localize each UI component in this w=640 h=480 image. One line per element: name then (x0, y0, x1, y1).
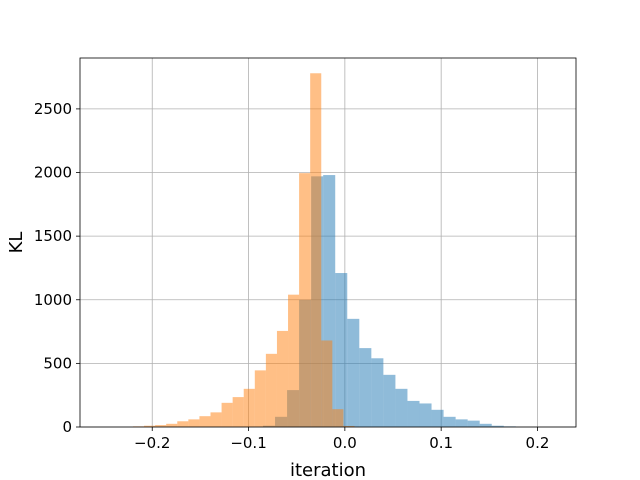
histogram-bar (310, 73, 322, 427)
histogram-bar (144, 425, 156, 427)
x-tick-label: 0.0 (333, 434, 357, 452)
y-axis-label: KL (6, 232, 27, 254)
histogram-bar (177, 421, 189, 427)
histogram-bar (299, 173, 311, 427)
grid-lines (80, 58, 576, 428)
histogram-bar (210, 412, 222, 427)
histogram-bar (243, 388, 255, 427)
histogram-bars (132, 73, 516, 427)
y-tick-label: 0 (62, 418, 72, 436)
y-tick-label: 2500 (34, 100, 72, 118)
y-tick-label: 500 (43, 354, 72, 372)
y-tick-label: 1500 (34, 227, 72, 245)
histogram-bar (321, 340, 333, 427)
x-tick-label: 0.1 (429, 434, 453, 452)
histogram-bar (265, 353, 277, 427)
histogram-bar (335, 273, 348, 427)
histogram-bar (467, 420, 480, 427)
y-tick-label: 1000 (34, 291, 72, 309)
histogram-bar (343, 425, 355, 427)
histogram-bar (288, 294, 300, 427)
y-tick-label: 2000 (34, 164, 72, 182)
histogram-bar (395, 388, 408, 427)
plot-frame (79, 57, 577, 428)
histogram-bar (419, 403, 432, 427)
x-tick-label: −0.2 (134, 434, 170, 452)
histogram-bar (155, 425, 167, 427)
histogram-bar (188, 419, 200, 427)
histogram-bar (359, 348, 372, 427)
histogram-bar (443, 416, 456, 427)
histogram-bar (254, 370, 266, 427)
histogram-series-2 (132, 73, 355, 427)
axis-ticks: −0.2 −0.1 0.0 0.1 0.2 0 500 1000 1500 2000 2500 (34, 100, 550, 452)
histogram-bar (491, 425, 504, 427)
histogram-bar (232, 397, 244, 427)
histogram-bar (371, 358, 384, 427)
histogram-bar (166, 423, 178, 427)
x-tick-label: −0.1 (230, 434, 266, 452)
x-axis-label: iteration (290, 460, 366, 480)
histogram-bar (347, 318, 360, 427)
histogram-bar (479, 423, 492, 427)
histogram-bar (383, 374, 396, 427)
histogram-bar (276, 330, 289, 427)
histogram-bar (221, 402, 233, 427)
histogram-bar (431, 409, 444, 427)
histogram-bar (407, 400, 420, 427)
x-tick-label: 0.2 (526, 434, 550, 452)
histogram-bar (199, 416, 211, 427)
histogram-bar (455, 419, 468, 427)
histogram-bar (332, 409, 344, 427)
